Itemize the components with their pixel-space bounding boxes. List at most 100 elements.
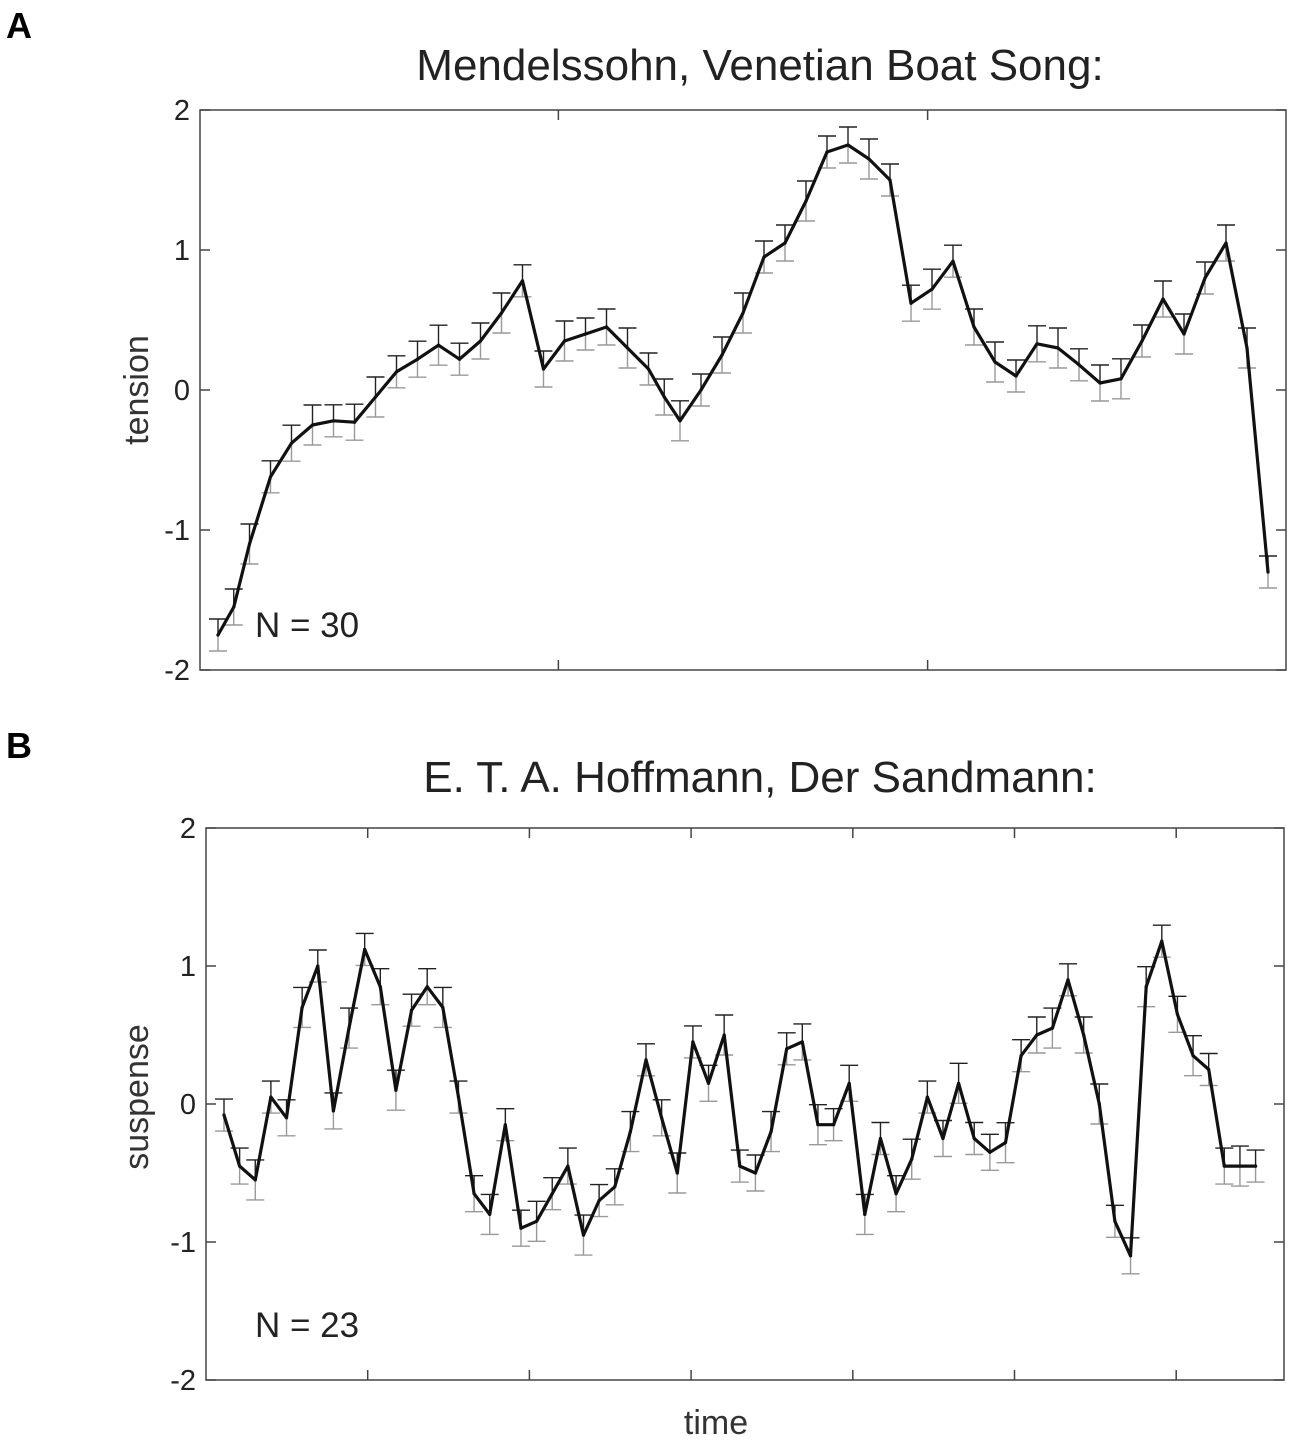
data-point bbox=[331, 419, 336, 423]
y-axis-label: suspense bbox=[118, 1024, 156, 1170]
data-point bbox=[738, 1164, 742, 1168]
data-point bbox=[331, 1109, 336, 1113]
data-point bbox=[238, 1164, 242, 1168]
data-point bbox=[1238, 1164, 1242, 1168]
data-point bbox=[363, 947, 367, 952]
data-point bbox=[284, 1116, 289, 1120]
data-point bbox=[1161, 297, 1165, 301]
data-point bbox=[993, 360, 997, 364]
data-point bbox=[409, 1008, 414, 1012]
error-bar bbox=[980, 1133, 999, 1172]
data-point bbox=[1160, 939, 1164, 943]
data-point bbox=[1128, 1254, 1133, 1258]
error-bar bbox=[492, 292, 511, 334]
panel-b: B E. T. A. Hoffmann, Der Sandmann: -2 -1 0 1 2… bbox=[6, 725, 1285, 1442]
data-point bbox=[597, 1199, 601, 1203]
data-point bbox=[613, 1185, 617, 1189]
data-point bbox=[1098, 381, 1102, 385]
data-point bbox=[1140, 339, 1144, 343]
error-bar bbox=[1070, 348, 1088, 382]
data-point bbox=[541, 367, 546, 371]
error-bar bbox=[471, 322, 490, 360]
x-axis-label: time bbox=[684, 1404, 748, 1442]
error-bar bbox=[671, 400, 689, 442]
error-bar bbox=[860, 138, 878, 180]
error-bar bbox=[574, 1214, 593, 1256]
data-point bbox=[691, 1040, 695, 1044]
error-bar bbox=[1028, 325, 1046, 363]
data-point bbox=[604, 325, 609, 329]
error-bar bbox=[450, 342, 469, 376]
error-bar bbox=[1246, 1149, 1265, 1183]
data-point bbox=[373, 395, 378, 399]
data-point bbox=[457, 357, 462, 361]
data-point bbox=[535, 1219, 539, 1223]
plot-frame bbox=[199, 109, 1287, 671]
data-point bbox=[472, 1192, 476, 1196]
data-point bbox=[678, 419, 682, 423]
data-point bbox=[894, 1192, 898, 1196]
data-point bbox=[1144, 985, 1148, 989]
data-point bbox=[436, 343, 441, 347]
data-point bbox=[1119, 377, 1123, 381]
data-point bbox=[1003, 1141, 1008, 1145]
data-point bbox=[762, 255, 766, 259]
data-point bbox=[519, 1226, 523, 1230]
y-tick-label: -2 bbox=[164, 655, 190, 687]
data-point bbox=[1207, 1067, 1211, 1072]
y-tick-label: -1 bbox=[164, 515, 190, 547]
data-point bbox=[816, 1123, 820, 1127]
y-tick-label: 2 bbox=[174, 95, 190, 127]
data-point bbox=[253, 1178, 257, 1182]
data-point bbox=[478, 339, 483, 343]
error-bar bbox=[433, 986, 452, 1029]
data-point bbox=[352, 420, 357, 424]
data-point bbox=[699, 388, 703, 392]
data-point bbox=[247, 542, 252, 546]
error-bar bbox=[345, 403, 364, 441]
data-point bbox=[216, 633, 220, 637]
data-point bbox=[1019, 1054, 1023, 1058]
data-point bbox=[660, 1116, 664, 1120]
data-point bbox=[300, 1005, 304, 1010]
error-bar bbox=[576, 317, 595, 351]
data-point bbox=[1253, 1164, 1258, 1168]
chart-title: Mendelssohn, Venetian Boat Song: bbox=[416, 41, 1103, 90]
data-point bbox=[1224, 241, 1228, 245]
data-point bbox=[769, 1130, 773, 1134]
y-tick-label: 1 bbox=[180, 951, 196, 983]
data-point bbox=[785, 1047, 789, 1051]
panel-a: A Mendelssohn, Venetian Boat Song: -2 -1 0 1 2… bbox=[6, 5, 1287, 687]
data-point bbox=[941, 1136, 945, 1141]
data-point bbox=[628, 1130, 632, 1134]
data-point bbox=[646, 367, 651, 371]
chart-title: E. T. A. Hoffmann, Der Sandmann: bbox=[423, 753, 1096, 802]
data-point bbox=[957, 1081, 961, 1085]
data-point bbox=[222, 1113, 226, 1117]
data-point bbox=[1035, 342, 1039, 346]
series-line bbox=[216, 143, 1270, 637]
error-bar bbox=[366, 376, 385, 418]
data-point bbox=[1077, 363, 1081, 367]
sample-size-annotation: N = 23 bbox=[255, 1306, 359, 1345]
error-bar bbox=[534, 350, 553, 388]
data-point bbox=[1191, 1054, 1195, 1058]
data-point bbox=[1014, 374, 1018, 378]
error-bar bbox=[418, 968, 437, 1006]
data-point bbox=[456, 1095, 461, 1099]
error-bar bbox=[1027, 1016, 1046, 1054]
data-point bbox=[289, 441, 294, 445]
data-point bbox=[804, 199, 808, 203]
y-axis-label: tension bbox=[118, 335, 156, 445]
series-0 bbox=[215, 924, 1265, 1275]
data-point bbox=[310, 423, 315, 427]
data-point bbox=[930, 287, 934, 291]
data-point bbox=[846, 143, 850, 147]
panel-letter: A bbox=[6, 5, 32, 46]
error-bar bbox=[527, 1200, 546, 1243]
data-point bbox=[878, 1136, 883, 1141]
data-point bbox=[662, 395, 666, 399]
data-point bbox=[867, 157, 871, 161]
data-point bbox=[394, 370, 399, 374]
